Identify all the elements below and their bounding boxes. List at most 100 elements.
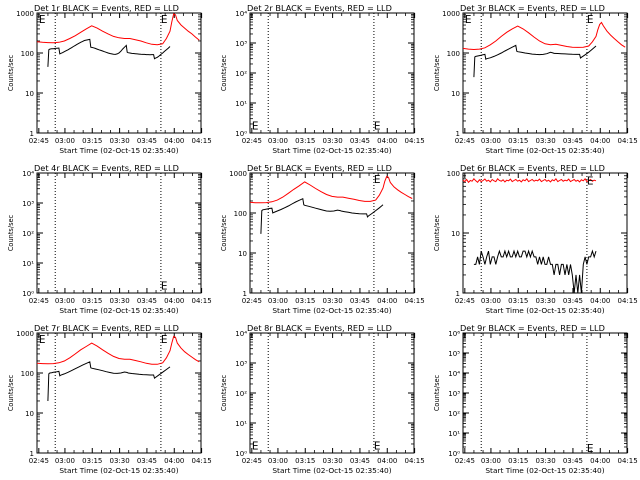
x-tick-label: 02:45 xyxy=(455,137,475,145)
x-tick-label: 04:00 xyxy=(164,137,184,145)
y-tick-label: 10⁰ xyxy=(235,450,247,458)
event-marker-label: E xyxy=(374,174,381,186)
x-tick-label: 04:15 xyxy=(618,457,638,465)
x-tick-label: 03:15 xyxy=(295,297,315,305)
series-line-lld xyxy=(249,175,413,204)
x-tick-label: 02:45 xyxy=(242,297,262,305)
panel-8: Det 8r BLACK = Events, RED = LLD 10⁰ 10¹ 10… xyxy=(220,323,425,475)
x-tick-label: 03:30 xyxy=(323,297,343,305)
y-tick-label: 1000 xyxy=(442,10,460,18)
x-tick-label: 03:30 xyxy=(323,137,343,145)
series-line-events xyxy=(260,197,384,234)
x-tick-label: 02:45 xyxy=(455,297,475,305)
plot-frame xyxy=(249,172,415,294)
event-marker-label: E xyxy=(374,120,381,132)
y-tick-label: 10¹ xyxy=(235,420,247,428)
y-tick-label: 10¹ xyxy=(22,260,34,268)
x-tick-label: 03:45 xyxy=(350,457,370,465)
event-marker-label: E xyxy=(161,334,168,346)
y-tick-label: 1 xyxy=(456,130,460,138)
y-tick-label: 100 xyxy=(21,370,34,378)
x-tick-label: 04:15 xyxy=(618,137,638,145)
plot-frame xyxy=(462,12,628,134)
x-tick-label: 02:45 xyxy=(242,457,262,465)
x-tick-label: 03:00 xyxy=(55,457,75,465)
y-tick-label: 10³ xyxy=(235,40,247,48)
x-tick-label: 02:45 xyxy=(455,457,475,465)
x-tick-label: 04:15 xyxy=(192,457,212,465)
x-tick-label: 03:30 xyxy=(323,457,343,465)
panel-3: Det 3r BLACK = Events, RED = LLD 1 10 100 10… xyxy=(433,3,638,155)
x-axis-label: Start Time (02-Oct-15 02:35:40) xyxy=(272,306,391,315)
series-line-lld xyxy=(36,13,200,46)
event-marker-label: E xyxy=(252,120,259,132)
x-tick-label: 03:45 xyxy=(350,297,370,305)
x-tick-label: 02:45 xyxy=(29,137,49,145)
x-tick-label: 03:15 xyxy=(508,297,528,305)
event-marker-label: E xyxy=(252,440,259,452)
y-tick-label: 1000 xyxy=(16,330,34,338)
y-axis-label: Counts/sec xyxy=(7,54,15,91)
y-tick-label: 1000 xyxy=(16,10,34,18)
x-axis-label: Start Time (02-Oct-15 02:35:40) xyxy=(59,146,178,155)
y-tick-label: 10 xyxy=(451,230,460,238)
plot-frame xyxy=(36,332,202,454)
x-tick-label: 02:45 xyxy=(29,457,49,465)
x-axis-label: Start Time (02-Oct-15 02:35:40) xyxy=(272,466,391,475)
x-tick-label: 04:15 xyxy=(192,137,212,145)
y-tick-label: 100 xyxy=(447,50,460,58)
x-tick-label: 03:45 xyxy=(137,297,157,305)
panel-title: Det 1r BLACK = Events, RED = LLD xyxy=(34,3,179,13)
y-tick-label: 10¹ xyxy=(235,100,247,108)
x-tick-label: 04:15 xyxy=(192,297,212,305)
series-line-lld xyxy=(462,177,597,184)
x-tick-label: 03:30 xyxy=(110,457,130,465)
x-tick-label: 03:00 xyxy=(481,137,501,145)
panel-title: Det 9r BLACK = Events, RED = LLD xyxy=(460,323,605,333)
x-tick-label: 03:00 xyxy=(481,457,501,465)
x-tick-label: 03:30 xyxy=(110,297,130,305)
plot-frame xyxy=(36,12,202,134)
x-tick-label: 04:00 xyxy=(377,457,397,465)
event-marker-label: E xyxy=(161,280,168,292)
x-tick-label: 03:15 xyxy=(295,137,315,145)
y-tick-label: 10⁰ xyxy=(235,130,247,138)
event-marker-label: E xyxy=(39,14,46,26)
y-tick-label: 10 xyxy=(238,250,247,258)
y-tick-label: 10 xyxy=(25,410,34,418)
y-axis-label: Counts/sec xyxy=(433,374,441,411)
series-line-events xyxy=(473,44,597,78)
y-tick-label: 100 xyxy=(234,210,247,218)
y-tick-label: 10⁴ xyxy=(235,330,247,338)
x-tick-label: 04:15 xyxy=(618,297,638,305)
x-tick-label: 03:45 xyxy=(563,297,583,305)
event-marker-label: E xyxy=(374,440,381,452)
y-axis-label: Counts/sec xyxy=(7,214,15,251)
y-tick-label: 10³ xyxy=(235,360,247,368)
y-tick-label: 10³ xyxy=(22,200,34,208)
panel-1: Det 1r BLACK = Events, RED = LLD 1 10 100 10… xyxy=(7,3,212,155)
panel-title: Det 5r BLACK = Events, RED = LLD xyxy=(247,163,392,173)
series-line-lld xyxy=(462,21,626,51)
y-tick-label: 10⁴ xyxy=(22,170,34,178)
x-tick-label: 04:15 xyxy=(405,457,425,465)
x-tick-label: 03:30 xyxy=(110,137,130,145)
x-axis-label: Start Time (02-Oct-15 02:35:40) xyxy=(59,306,178,315)
y-axis-label: Counts/sec xyxy=(433,214,441,251)
x-tick-label: 04:00 xyxy=(590,457,610,465)
panel-5: Det 5r BLACK = Events, RED = LLD 1 10 100 10… xyxy=(220,163,425,315)
panel-title: Det 6r BLACK = Events, RED = LLD xyxy=(460,163,605,173)
x-tick-label: 04:00 xyxy=(164,297,184,305)
y-tick-label: 10³ xyxy=(448,390,460,398)
y-tick-label: 1 xyxy=(456,290,460,298)
x-tick-label: 03:15 xyxy=(82,297,102,305)
y-tick-label: 10⁴ xyxy=(448,370,460,378)
x-axis-label: Start Time (02-Oct-15 02:35:40) xyxy=(59,466,178,475)
x-tick-label: 03:30 xyxy=(536,457,556,465)
y-tick-label: 1 xyxy=(243,290,247,298)
x-axis-label: Start Time (02-Oct-15 02:35:40) xyxy=(485,466,604,475)
event-marker-label: E xyxy=(161,14,168,26)
panel-title: Det 8r BLACK = Events, RED = LLD xyxy=(247,323,392,333)
y-tick-label: 10¹ xyxy=(448,430,460,438)
y-tick-label: 10 xyxy=(451,90,460,98)
